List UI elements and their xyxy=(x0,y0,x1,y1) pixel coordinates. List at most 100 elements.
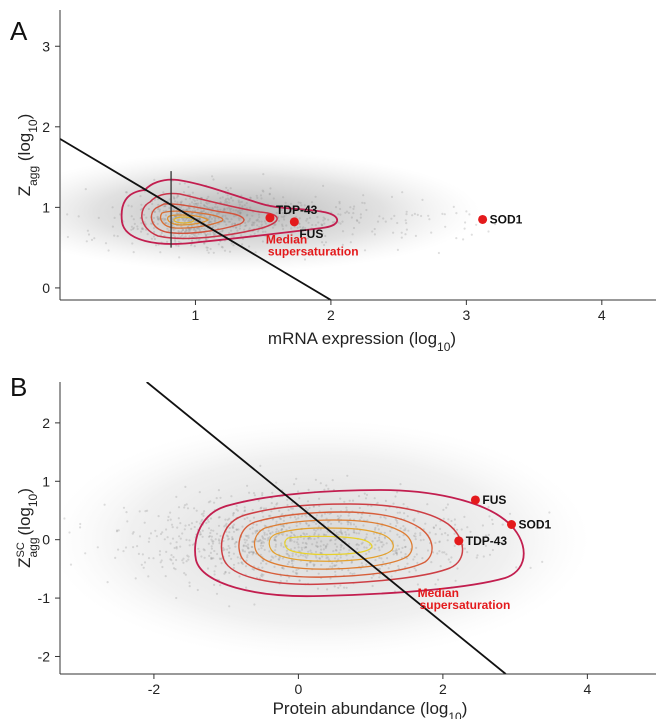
background-point xyxy=(384,517,387,520)
background-point xyxy=(318,557,322,560)
background-point xyxy=(365,552,368,556)
background-point xyxy=(263,531,266,534)
background-point xyxy=(226,535,230,538)
background-point xyxy=(292,570,295,573)
background-point xyxy=(285,534,289,537)
background-point xyxy=(254,251,257,254)
background-point xyxy=(193,245,196,248)
background-point xyxy=(132,218,135,221)
background-point xyxy=(136,227,139,231)
background-point xyxy=(428,531,431,534)
background-point xyxy=(404,545,407,549)
background-point xyxy=(404,219,407,222)
background-point xyxy=(202,548,205,551)
background-point xyxy=(312,528,316,531)
background-point xyxy=(200,213,203,216)
background-point xyxy=(124,546,128,549)
background-point xyxy=(252,516,256,519)
background-point xyxy=(183,230,187,233)
background-point xyxy=(403,512,406,515)
background-point xyxy=(378,536,381,539)
background-point xyxy=(257,540,260,543)
background-point xyxy=(221,230,224,233)
background-point xyxy=(273,506,276,509)
background-point xyxy=(213,501,216,504)
background-point xyxy=(203,215,206,218)
background-point xyxy=(338,551,341,555)
background-point xyxy=(151,202,154,206)
background-point xyxy=(491,518,494,521)
background-point xyxy=(339,546,342,549)
background-point xyxy=(334,538,337,542)
background-point xyxy=(79,526,82,529)
background-point xyxy=(188,207,191,210)
background-point xyxy=(115,530,119,533)
background-point xyxy=(320,515,323,518)
background-point xyxy=(376,524,379,527)
background-point xyxy=(329,565,332,568)
background-point xyxy=(339,529,342,533)
background-point xyxy=(172,208,175,211)
background-point xyxy=(314,224,317,227)
background-point xyxy=(271,518,274,521)
background-point xyxy=(274,545,277,548)
background-point xyxy=(434,524,438,527)
background-point xyxy=(339,514,342,517)
background-point xyxy=(271,237,274,240)
background-point xyxy=(305,546,308,549)
background-point xyxy=(251,221,254,224)
background-point xyxy=(312,563,315,566)
background-point xyxy=(146,509,149,512)
background-point xyxy=(187,555,190,558)
background-point xyxy=(413,212,416,215)
background-point xyxy=(363,249,367,252)
background-point xyxy=(202,210,205,213)
background-point xyxy=(323,533,326,537)
background-point xyxy=(334,574,337,577)
background-point xyxy=(227,220,230,223)
background-point xyxy=(346,523,350,526)
background-point xyxy=(162,205,165,208)
background-point xyxy=(251,223,254,226)
background-point xyxy=(322,219,325,222)
background-point xyxy=(390,195,394,198)
background-point xyxy=(212,225,215,229)
background-point xyxy=(158,208,161,211)
background-point xyxy=(428,218,431,221)
background-point xyxy=(292,559,295,562)
background-point xyxy=(197,233,200,236)
background-point xyxy=(481,524,484,527)
background-point xyxy=(419,532,422,535)
background-point xyxy=(201,529,204,532)
background-point xyxy=(247,543,250,546)
background-point xyxy=(230,495,233,498)
background-point xyxy=(203,242,206,245)
background-point xyxy=(257,213,261,216)
background-point xyxy=(246,545,249,548)
background-point xyxy=(176,201,179,204)
background-point xyxy=(248,551,251,554)
background-point xyxy=(405,210,408,213)
background-point xyxy=(156,216,159,219)
background-point xyxy=(147,540,150,543)
background-point xyxy=(228,250,232,253)
background-point xyxy=(125,191,128,194)
background-point xyxy=(271,531,274,534)
background-point xyxy=(227,544,230,548)
background-point xyxy=(257,548,260,551)
background-point xyxy=(232,514,235,517)
background-point xyxy=(324,546,327,550)
background-point xyxy=(378,576,381,579)
background-point xyxy=(141,227,144,230)
background-point xyxy=(350,561,353,564)
background-point xyxy=(198,522,202,525)
background-point xyxy=(184,235,187,238)
background-point xyxy=(293,546,296,550)
background-point xyxy=(463,227,466,230)
background-point xyxy=(206,202,209,205)
panel-a-y-axis-title: Zagg (log10) xyxy=(15,114,40,197)
background-point xyxy=(220,557,223,560)
background-point xyxy=(256,219,259,222)
background-point xyxy=(246,554,249,557)
background-point xyxy=(116,235,119,238)
